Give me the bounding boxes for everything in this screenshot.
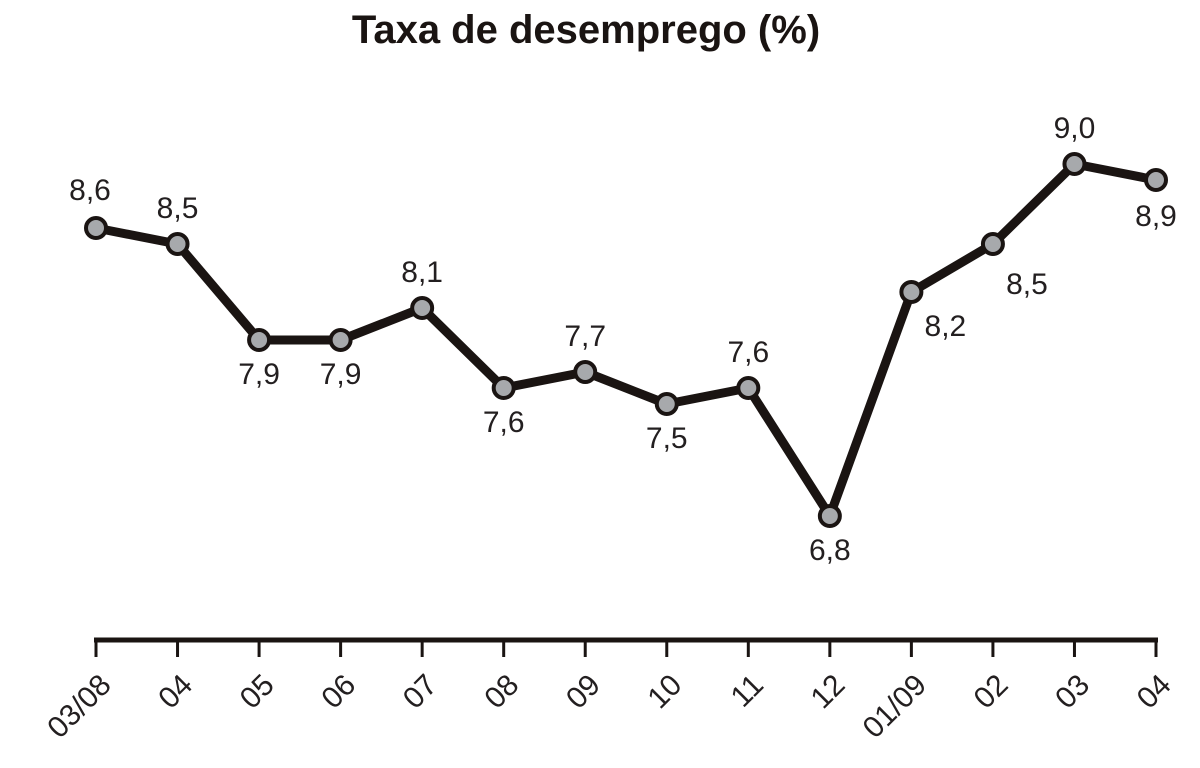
data-label: 7,6 — [727, 336, 769, 369]
data-label: 9,0 — [1054, 112, 1096, 145]
data-label: 7,9 — [238, 358, 280, 391]
data-label: 8,1 — [401, 256, 443, 289]
data-line — [91, 159, 1161, 521]
data-label: 7,7 — [564, 320, 606, 353]
x-tick-label: 03 — [1049, 668, 1096, 715]
data-point-marker — [899, 280, 924, 304]
x-tick-label: 10 — [641, 668, 688, 715]
data-labels: 8,6 8,5 7,9 7,9 8,1 7,6 7,7 7,5 7,6 6,8 8,2 8,5 9,0 8… — [69, 112, 1177, 567]
data-point-marker — [1062, 152, 1087, 176]
x-tick-label: 04 — [152, 668, 199, 715]
data-point-marker — [980, 232, 1005, 256]
data-label: 7,5 — [646, 422, 688, 455]
x-tick-label: 02 — [968, 668, 1015, 715]
data-label: 8,6 — [69, 174, 111, 207]
data-point-marker — [491, 376, 516, 400]
data-label: 7,6 — [483, 406, 525, 439]
data-points — [84, 152, 1168, 528]
data-label: 6,8 — [809, 534, 851, 567]
data-label: 8,5 — [1006, 268, 1048, 301]
x-tick-label: 11 — [725, 668, 770, 713]
data-label: 8,5 — [157, 192, 199, 225]
data-point-marker — [817, 504, 842, 528]
x-tick-label: 05 — [234, 668, 281, 715]
chart-title: Taxa de desemprego (%) — [351, 8, 821, 52]
data-point-marker — [736, 376, 761, 400]
x-tick-label: 07 — [397, 668, 444, 715]
x-tick-label: 08 — [478, 668, 525, 715]
data-label: 7,9 — [320, 358, 362, 391]
data-point-marker — [84, 216, 108, 240]
x-tick-label: 06 — [315, 668, 362, 715]
x-tick-label: 01/09 — [857, 668, 933, 744]
data-point-marker — [165, 232, 190, 256]
x-tick-label: 03/08 — [41, 668, 117, 744]
x-tick-label: 04 — [1131, 668, 1178, 715]
data-point-marker — [573, 360, 598, 384]
data-point-marker — [247, 328, 272, 352]
data-label: 8,2 — [925, 310, 967, 343]
x-axis — [94, 637, 1158, 657]
data-point-marker — [1144, 168, 1168, 192]
series-line — [91, 159, 1161, 521]
data-point-marker — [410, 296, 435, 320]
data-point-marker — [328, 328, 353, 352]
x-tick-labels: 03/08 04 05 06 07 08 09 10 11 12 01/09 02 03 04 — [41, 668, 1177, 744]
x-tick-label: 09 — [560, 668, 607, 715]
data-label: 8,9 — [1135, 200, 1177, 233]
data-point-marker — [654, 392, 679, 416]
x-tick-label: 12 — [805, 668, 852, 715]
